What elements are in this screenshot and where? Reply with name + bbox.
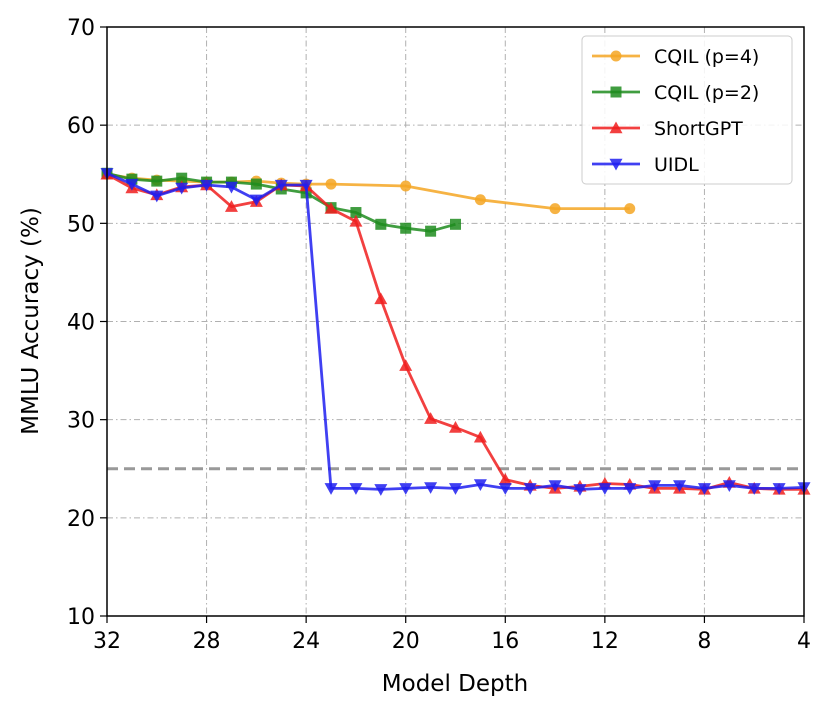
data-point — [125, 178, 139, 191]
data-point — [474, 194, 486, 206]
y-tick-label: 30 — [67, 409, 95, 434]
legend-entry: CQIL (p=4) — [592, 46, 759, 68]
y-axis-label: MMLU Accuracy (%) — [18, 207, 44, 435]
data-point — [498, 483, 512, 495]
data-point — [299, 179, 313, 192]
x-tick-label: 8 — [697, 629, 711, 654]
data-point — [573, 484, 587, 496]
legend-entry: UIDL — [592, 154, 699, 176]
x-tick-label: 24 — [292, 629, 320, 654]
data-point — [449, 421, 462, 433]
legend-label: UIDL — [654, 154, 699, 176]
legend: CQIL (p=4) CQIL (p=2) ShortGPT UIDL — [581, 35, 793, 185]
data-point — [697, 483, 711, 495]
data-point — [747, 483, 761, 495]
data-point — [200, 179, 214, 192]
data-point — [549, 203, 561, 215]
data-point — [176, 172, 188, 184]
data-point — [224, 181, 238, 194]
legend-marker — [609, 158, 623, 171]
data-point — [349, 214, 363, 227]
data-point — [450, 218, 461, 230]
data-point — [523, 483, 537, 495]
legend-marker — [610, 50, 622, 62]
data-point — [598, 483, 612, 495]
data-point — [349, 483, 363, 495]
data-point — [648, 480, 662, 492]
data-point — [548, 480, 562, 492]
y-tick-label: 60 — [67, 114, 95, 139]
data-point — [325, 178, 337, 190]
legend-entry: ShortGPT — [592, 118, 743, 140]
x-tick-label: 20 — [392, 629, 420, 654]
series-3 — [100, 168, 811, 496]
data-point — [324, 483, 338, 495]
y-tick-label: 40 — [67, 311, 95, 336]
data-point — [473, 479, 487, 491]
y-tick-label: 70 — [67, 16, 95, 41]
x-tick-label: 28 — [193, 629, 221, 654]
data-point — [374, 484, 388, 496]
data-point — [350, 207, 362, 219]
y-tick-label: 50 — [67, 212, 95, 237]
legend-entry: CQIL (p=2) — [592, 82, 759, 104]
data-point — [623, 483, 637, 495]
data-point — [722, 480, 736, 492]
legend-marker — [610, 86, 622, 98]
x-tick-label: 16 — [491, 629, 519, 654]
data-point — [374, 292, 388, 305]
data-point — [473, 430, 487, 443]
data-point — [324, 202, 338, 214]
y-tick-label: 10 — [67, 605, 95, 630]
x-tick-label: 32 — [93, 629, 121, 654]
data-point — [249, 194, 263, 207]
data-point — [400, 222, 412, 234]
data-point — [399, 359, 413, 371]
data-point — [498, 473, 512, 485]
data-point — [424, 412, 438, 424]
data-point — [449, 483, 462, 495]
legend-label: CQIL (p=4) — [654, 46, 759, 68]
series-group — [100, 167, 811, 496]
data-point — [250, 178, 262, 190]
data-point — [375, 218, 387, 230]
data-point — [399, 483, 413, 495]
x-axis-label: Model Depth — [382, 671, 528, 697]
data-point — [624, 203, 636, 215]
data-point — [772, 483, 786, 495]
x-tick-label: 12 — [591, 629, 619, 654]
y-tick-label: 20 — [67, 507, 95, 532]
data-point — [400, 180, 412, 192]
legend-label: ShortGPT — [654, 118, 743, 140]
legend-frame — [581, 35, 793, 185]
data-point — [150, 190, 164, 203]
legend-marker — [609, 121, 623, 134]
data-point — [151, 175, 163, 187]
data-point — [673, 480, 687, 492]
axis-ticks: 32 28 24 20 16 12 8 4 10 20 30 40 50 60 70 — [67, 16, 811, 654]
data-point — [175, 182, 189, 195]
data-point — [425, 225, 437, 237]
x-tick-label: 4 — [797, 629, 811, 654]
data-point — [274, 179, 288, 192]
data-point — [424, 482, 438, 494]
data-point — [224, 200, 238, 212]
legend-label: CQIL (p=2) — [654, 82, 759, 104]
